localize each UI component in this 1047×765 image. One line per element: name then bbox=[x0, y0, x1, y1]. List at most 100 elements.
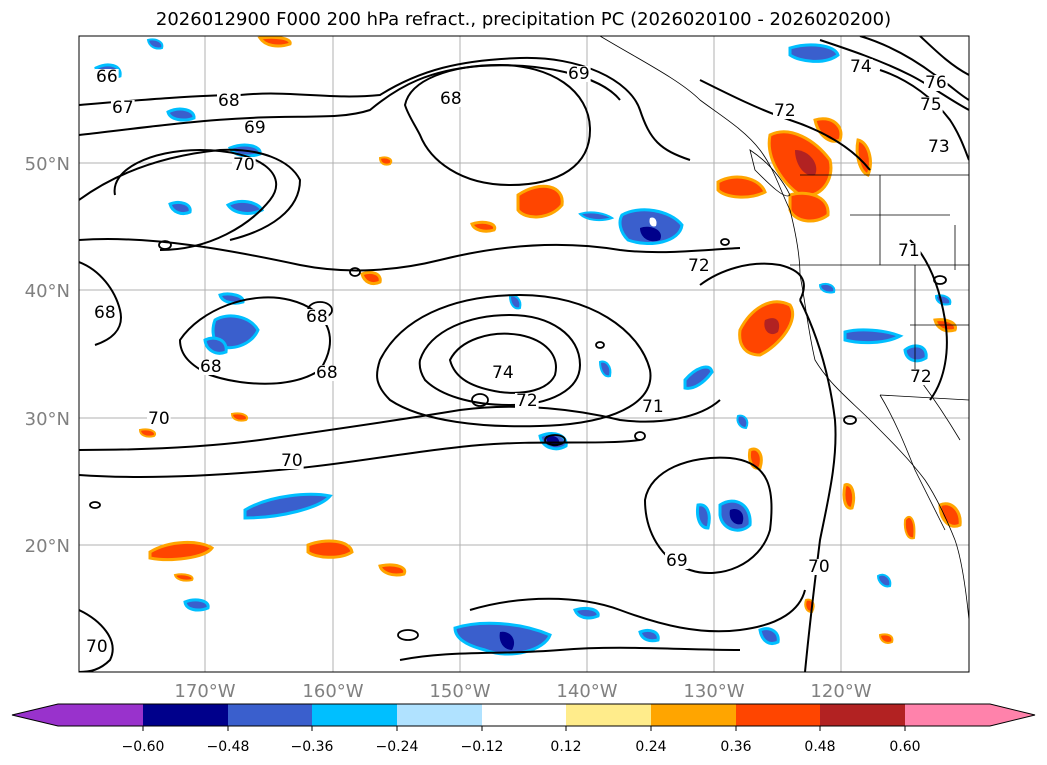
coastline-alaska-bc bbox=[599, 36, 801, 276]
colorbar-tick-label: −0.48 bbox=[207, 739, 250, 755]
ring-2 bbox=[349, 267, 361, 277]
precip-blob-hawaii-west bbox=[148, 540, 215, 562]
contour-70-south-2 bbox=[79, 439, 641, 479]
colorbar-tick-label: −0.36 bbox=[291, 739, 334, 755]
contour-south-lower bbox=[399, 646, 741, 661]
precip-blob-neg-central-core bbox=[640, 226, 661, 242]
contour-label: 69 bbox=[666, 551, 688, 571]
longitude-labels: 170°W 160°W 150°W 140°W 130°W 120°W bbox=[174, 681, 871, 702]
contour-68-west bbox=[79, 261, 122, 346]
contour-label-halo bbox=[665, 553, 689, 569]
contour-75-ne bbox=[859, 36, 969, 101]
coastlines bbox=[599, 36, 969, 621]
contour-label: 72 bbox=[910, 367, 932, 387]
contour-label-halo bbox=[111, 100, 135, 116]
lon-label: 140°W bbox=[556, 681, 617, 702]
precip-blob-small-6 bbox=[878, 633, 894, 644]
ring-7 bbox=[720, 238, 730, 246]
contour-label-halo bbox=[439, 91, 463, 107]
contour-label-halo bbox=[217, 93, 241, 109]
contour-label-halo bbox=[199, 359, 223, 375]
contour-70-loop bbox=[113, 148, 277, 251]
contour-76-ne bbox=[919, 36, 969, 76]
precip-blob-neg-nw-5 bbox=[225, 199, 265, 215]
colorbar-tick-label: 0.24 bbox=[635, 739, 666, 755]
precip-blob-mid-pacific bbox=[470, 220, 497, 233]
contour-label-halo bbox=[95, 69, 119, 85]
contour-label-halo bbox=[897, 243, 921, 259]
lon-label: 150°W bbox=[429, 681, 490, 702]
colorbar-tick-label: 0.12 bbox=[550, 739, 581, 755]
ring-4 bbox=[544, 434, 566, 446]
precip-blob-baja bbox=[938, 502, 962, 528]
contour-label-halo bbox=[280, 453, 304, 469]
precip-blob-neg-nw-3 bbox=[166, 107, 196, 122]
contour-72-low-outer bbox=[376, 293, 652, 428]
refractivity-contours bbox=[79, 36, 969, 672]
precip-blob-neg-left-1 bbox=[211, 314, 260, 350]
lat-label: 20°N bbox=[25, 536, 70, 557]
ring-5 bbox=[397, 629, 419, 641]
precip-blob-bc-core bbox=[795, 150, 817, 176]
contour-label: 72 bbox=[516, 391, 538, 411]
precip-blob-top-left bbox=[257, 36, 292, 48]
ring-9 bbox=[843, 415, 857, 425]
colorbar-segment bbox=[12, 704, 143, 726]
contour-label-halo bbox=[85, 639, 109, 655]
precip-blob-neg-east-2 bbox=[696, 503, 711, 530]
contour-label-halo bbox=[687, 258, 711, 274]
contour-70-south bbox=[79, 399, 721, 451]
contour-label: 73 bbox=[928, 137, 950, 157]
contour-label-halo bbox=[924, 75, 948, 91]
lat-label: 50°N bbox=[25, 154, 70, 175]
contour-label: 68 bbox=[316, 363, 338, 383]
contour-70-east-long bbox=[799, 299, 837, 672]
precip-blob-neg-south-2-core bbox=[499, 631, 515, 650]
precip-blob-south-central bbox=[378, 563, 407, 577]
precip-blob-neg-small-3 bbox=[598, 360, 612, 378]
colorbar bbox=[11, 703, 1036, 727]
precip-blob-neg-small-6 bbox=[146, 38, 164, 50]
contour-label-halo bbox=[93, 305, 117, 321]
contour-69-north bbox=[79, 64, 621, 136]
precip-blob-n-california-core bbox=[764, 318, 780, 335]
contour-70-north bbox=[79, 148, 302, 241]
contour-high-68 bbox=[403, 63, 592, 187]
contour-label: 72 bbox=[774, 101, 796, 121]
contour-label: 71 bbox=[642, 397, 664, 417]
colorbar-segment bbox=[482, 704, 566, 726]
positive-precip-areas bbox=[138, 36, 962, 644]
colorbar-tick-label: 0.60 bbox=[889, 739, 920, 755]
contour-label: 70 bbox=[233, 155, 255, 175]
contour-label: 68 bbox=[306, 307, 328, 327]
colorbar-segment bbox=[651, 704, 736, 726]
colorbar-segment bbox=[905, 704, 1035, 726]
map-title: 2026012900 F000 200 hPa refract., precip… bbox=[155, 9, 892, 30]
precip-blob-neg-nw-6 bbox=[168, 200, 192, 216]
contour-68-north bbox=[79, 56, 691, 161]
precip-blob-neg-central bbox=[618, 208, 684, 245]
contour-label-halo bbox=[567, 66, 591, 82]
precip-blob-neg-e-5 bbox=[638, 628, 660, 643]
colorbar-tick-label: −0.60 bbox=[122, 739, 165, 755]
colorbar-segment bbox=[566, 704, 651, 726]
contour-south-mid bbox=[469, 589, 806, 633]
contour-label-halo bbox=[491, 365, 515, 381]
precip-blob-neg-e-2 bbox=[843, 328, 904, 345]
precip-blob-neg-small-7 bbox=[818, 282, 836, 294]
precip-blob-neg-sw-1 bbox=[183, 598, 210, 612]
precip-blob-neg-south-1 bbox=[243, 492, 333, 520]
contour-label-halo bbox=[849, 59, 873, 75]
map-frame bbox=[78, 35, 970, 673]
colorbar-segment bbox=[397, 704, 482, 726]
precip-blob-neg-nw-1 bbox=[788, 43, 840, 63]
colorbar-segment bbox=[228, 704, 312, 726]
colorbar-tick-label: 0.36 bbox=[720, 739, 751, 755]
precip-blob-neg-small-5 bbox=[736, 414, 749, 430]
coastline-mexico bbox=[954, 539, 969, 621]
contour-label: 67 bbox=[112, 98, 134, 118]
contour-73-ne bbox=[879, 69, 969, 161]
contour-label-halo bbox=[515, 393, 539, 409]
contour-label: 69 bbox=[568, 64, 590, 84]
lat-label: 30°N bbox=[25, 409, 70, 430]
